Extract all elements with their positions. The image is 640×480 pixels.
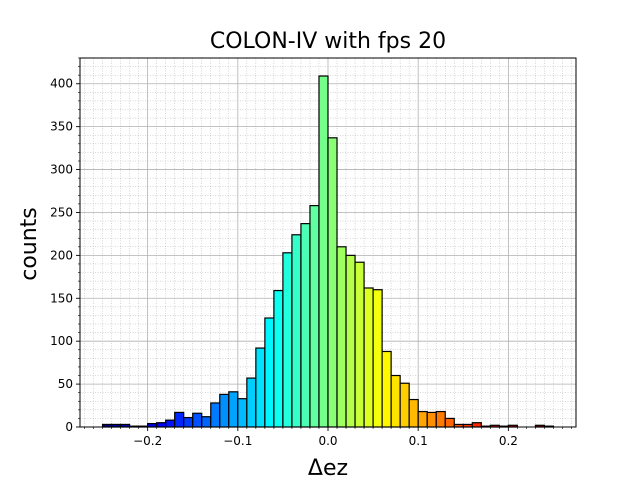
histogram-bar	[435, 410, 446, 428]
histogram-bar	[273, 289, 284, 428]
y-tick-label: 350	[50, 120, 73, 134]
histogram-bar	[471, 422, 482, 428]
histogram-bar	[156, 422, 167, 428]
x-tick-label: −0.1	[223, 434, 252, 448]
histogram-bar	[255, 347, 266, 428]
y-tick-label: 300	[50, 163, 73, 177]
histogram-bar	[336, 246, 347, 428]
y-tick-label: 100	[50, 334, 73, 348]
histogram-bar	[147, 422, 158, 428]
x-tick-label: 0.1	[409, 434, 428, 448]
histogram-bar	[210, 402, 221, 428]
histogram-bar	[165, 419, 176, 428]
y-tick-label: 150	[50, 291, 73, 305]
histogram-bar	[399, 382, 410, 428]
histogram-bar	[174, 411, 185, 428]
histogram-bar	[228, 391, 239, 428]
histogram-bar	[183, 416, 194, 428]
histogram-bars	[101, 75, 555, 428]
x-tick-label: 0.2	[499, 434, 518, 448]
histogram-bar	[417, 410, 428, 428]
y-axis-label: counts	[17, 207, 42, 281]
histogram-bar	[345, 254, 356, 428]
histogram-bar	[309, 205, 320, 428]
histogram-bar	[363, 287, 374, 428]
histogram-bar	[318, 75, 329, 428]
histogram-bar	[291, 234, 302, 428]
histogram-bar	[372, 289, 383, 428]
histogram-bar	[444, 417, 455, 428]
histogram-bar	[300, 223, 311, 428]
histogram-bar	[219, 393, 230, 428]
histogram-bar	[408, 398, 419, 428]
histogram-bar	[246, 377, 257, 428]
x-tick-label: −0.2	[133, 434, 162, 448]
y-tick-label: 250	[50, 205, 73, 219]
histogram-bar	[282, 252, 293, 428]
histogram-bar	[201, 416, 212, 428]
x-tick-label: 0.0	[318, 434, 337, 448]
x-axis-label: Δez	[308, 456, 348, 480]
histogram-bar	[192, 412, 203, 428]
axis-ticks: −0.2 −0.1 0.0 0.1 0.2 0 50 100 150 200 250 300 350 40…	[50, 57, 572, 448]
y-tick-label: 0	[65, 420, 73, 434]
histogram-bar	[327, 137, 338, 428]
y-tick-label: 50	[58, 377, 73, 391]
y-tick-label: 200	[50, 248, 73, 262]
histogram-bar	[390, 374, 401, 428]
histogram-bar	[381, 350, 392, 428]
y-tick-label: 400	[50, 77, 73, 91]
chart-title: COLON-IV with fps 20	[210, 29, 446, 54]
histogram-bar	[264, 317, 275, 428]
histogram-bar	[354, 261, 365, 428]
histogram-bar	[237, 398, 248, 428]
histogram-bar	[426, 411, 437, 428]
